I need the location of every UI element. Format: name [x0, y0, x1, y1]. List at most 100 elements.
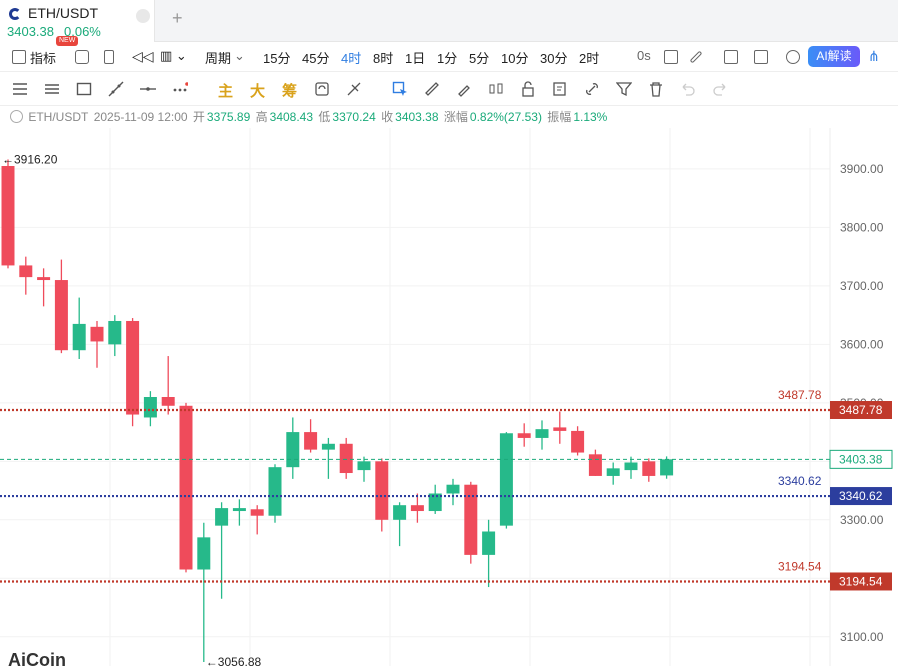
add-tab-button[interactable]: + [172, 8, 183, 28]
candle-body [517, 433, 531, 438]
candle-body [446, 484, 460, 494]
calendar-icon[interactable] [75, 50, 89, 64]
pencil-icon[interactable] [689, 50, 703, 64]
period-4h[interactable]: 4时 [341, 51, 362, 66]
magnet-icon[interactable] [346, 81, 362, 97]
share-window-icon[interactable] [724, 50, 738, 64]
cursor-icon[interactable] [392, 81, 408, 97]
candle-body [179, 405, 193, 570]
refresh-icon[interactable] [314, 81, 330, 97]
layout-icon[interactable] [104, 50, 114, 64]
change-label: 涨幅 [443, 110, 468, 124]
period-1m[interactable]: 1分 [437, 51, 458, 66]
candle-body [642, 461, 656, 476]
period-30m[interactable]: 30分 [540, 51, 568, 66]
candle-body [304, 432, 318, 450]
period-2h[interactable]: 2时 [579, 51, 600, 66]
period-8h[interactable]: 8时 [373, 51, 394, 66]
period-10m[interactable]: 10分 [501, 51, 529, 66]
candlestick-chart[interactable]: 3100.003200.003300.003400.003500.003600.… [0, 128, 898, 666]
redo-icon[interactable] [712, 81, 728, 97]
candle-body [535, 429, 549, 438]
candle-body [606, 468, 620, 476]
change-value: 0.82%(27.53) [469, 110, 542, 124]
tab-eth-usdt[interactable]: ETH/USDT 3403.38 0.06% [0, 0, 155, 42]
horizontal-line-icon[interactable] [140, 81, 156, 97]
low-annotation: ←3056.88 [206, 655, 262, 666]
big-order-button[interactable]: 大 [250, 83, 266, 100]
period-45m[interactable]: 45分 [302, 51, 330, 66]
chart-type-icon[interactable]: ▥ ⌄ [160, 48, 187, 63]
period-15m[interactable]: 15分 [263, 51, 291, 66]
candle-body [250, 509, 264, 516]
brush-icon[interactable] [456, 81, 472, 97]
tab-price: 3403.38 [7, 24, 54, 39]
rectangle-icon[interactable] [76, 81, 92, 97]
ai-interpret-button[interactable]: AI解读 [808, 46, 860, 67]
chevron-down-icon[interactable]: ⌄ [234, 48, 245, 63]
candle-body [268, 467, 282, 516]
candle-body [232, 508, 246, 512]
low-label: 低 [318, 110, 331, 124]
level-label: 3194.54 [778, 559, 822, 573]
last-price-tag-text: 3403.38 [839, 452, 883, 466]
candle-body [571, 430, 585, 453]
more-icon[interactable] [172, 81, 188, 97]
period-1d[interactable]: 1日 [405, 51, 426, 66]
camera-icon[interactable] [664, 50, 678, 64]
amplitude-label: 振幅 [547, 110, 572, 124]
rewind-icon[interactable]: ◁◁ [132, 48, 154, 64]
ohlc-info-line: ETH/USDT 2025-11-09 12:00 开 3375.89 高 3408… [10, 108, 609, 124]
close-value: 3403.38 [395, 110, 439, 124]
edit-note-icon[interactable] [552, 81, 568, 97]
main-indicator-button[interactable]: 主 [218, 83, 234, 100]
lines-icon[interactable] [44, 81, 60, 97]
aicoin-logo: AiCoin [8, 650, 66, 666]
open-value: 3375.89 [206, 110, 251, 124]
candle-body [90, 326, 104, 342]
link-icon[interactable] [584, 81, 600, 97]
lock-icon[interactable] [520, 81, 536, 97]
level-price-tag-text: 3194.54 [839, 574, 883, 588]
trash-icon[interactable] [648, 81, 664, 97]
candle-body [464, 484, 478, 555]
candle-body [588, 454, 602, 476]
period-5m[interactable]: 5分 [469, 51, 490, 66]
candle-icon[interactable] [488, 81, 504, 97]
candle-body [321, 443, 335, 450]
low-value: 3370.24 [332, 110, 376, 124]
gear-icon[interactable] [786, 50, 800, 64]
candle-body [553, 427, 567, 431]
new-badge: NEW [56, 36, 79, 46]
share-icon[interactable]: ⋔ [868, 48, 880, 64]
open-label: 开 [192, 110, 205, 124]
y-tick-label: 3100.00 [840, 630, 884, 644]
close-icon[interactable] [136, 9, 150, 23]
settings-list-icon[interactable] [754, 50, 768, 64]
candle-body [161, 397, 175, 406]
undo-icon[interactable] [680, 81, 696, 97]
period-dropdown[interactable]: 周期 [205, 51, 232, 66]
info-datetime: 2025-11-09 12:00 [93, 110, 188, 124]
y-tick-label: 3800.00 [840, 220, 884, 234]
candle-body [1, 166, 15, 266]
countdown-text: 0s [637, 48, 651, 63]
y-tick-label: 3900.00 [840, 162, 884, 176]
candle-body [215, 508, 229, 526]
candle-body [428, 493, 442, 512]
filter-icon[interactable] [616, 81, 632, 97]
chip-button[interactable]: 筹 [282, 83, 298, 100]
tab-bar: ETH/USDT 3403.38 0.06% + [0, 0, 898, 42]
collapse-icon[interactable] [10, 110, 23, 123]
menu-icon[interactable] [12, 81, 28, 97]
candle-body [197, 537, 211, 570]
trend-line-icon[interactable] [108, 81, 124, 97]
candle-body [410, 505, 424, 512]
indicator-button[interactable]: 指标 [30, 51, 57, 66]
level-price-tag [830, 572, 892, 591]
level-price-tag-text: 3487.78 [839, 403, 883, 417]
candle-body [339, 443, 353, 474]
ruler-icon[interactable] [424, 81, 440, 97]
candle-body [482, 531, 496, 555]
level-label: 3487.78 [778, 388, 822, 402]
